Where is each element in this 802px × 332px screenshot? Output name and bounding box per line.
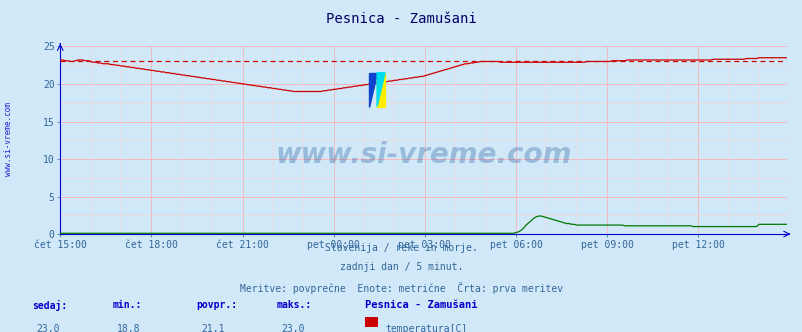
Polygon shape: [377, 73, 385, 107]
Text: povpr.:: povpr.:: [196, 300, 237, 310]
Text: zadnji dan / 5 minut.: zadnji dan / 5 minut.: [339, 262, 463, 272]
Text: maks.:: maks.:: [277, 300, 312, 310]
Text: www.si-vreme.com: www.si-vreme.com: [3, 103, 13, 176]
Text: Pesnica - Zamušani: Pesnica - Zamušani: [365, 300, 477, 310]
Text: Meritve: povprečne  Enote: metrične  Črta: prva meritev: Meritve: povprečne Enote: metrične Črta:…: [240, 282, 562, 293]
Text: 18,8: 18,8: [116, 324, 140, 332]
Text: 21,1: 21,1: [200, 324, 225, 332]
Polygon shape: [377, 73, 385, 107]
Text: temperatura[C]: temperatura[C]: [385, 324, 467, 332]
Text: sedaj:: sedaj:: [32, 300, 67, 311]
Polygon shape: [369, 73, 377, 107]
Text: Slovenija / reke in morje.: Slovenija / reke in morje.: [325, 243, 477, 253]
Text: www.si-vreme.com: www.si-vreme.com: [275, 141, 571, 169]
Text: min.:: min.:: [112, 300, 142, 310]
Text: Pesnica - Zamušani: Pesnica - Zamušani: [326, 12, 476, 26]
Text: 23,0: 23,0: [36, 324, 60, 332]
Text: 23,0: 23,0: [281, 324, 305, 332]
